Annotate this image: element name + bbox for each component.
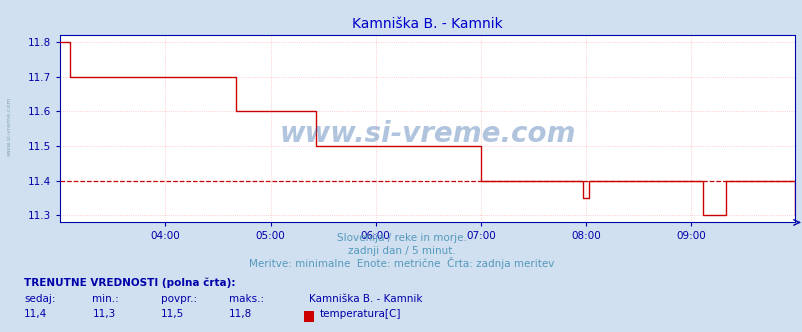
- Text: 11,5: 11,5: [160, 309, 184, 319]
- Text: Meritve: minimalne  Enote: metrične  Črta: zadnja meritev: Meritve: minimalne Enote: metrične Črta:…: [249, 257, 553, 269]
- Text: Slovenija / reke in morje.: Slovenija / reke in morje.: [336, 233, 466, 243]
- Text: temperatura[C]: temperatura[C]: [319, 309, 400, 319]
- Text: 11,8: 11,8: [229, 309, 252, 319]
- Text: povpr.:: povpr.:: [160, 294, 196, 304]
- Text: 11,3: 11,3: [92, 309, 115, 319]
- Text: zadnji dan / 5 minut.: zadnji dan / 5 minut.: [347, 246, 455, 256]
- Title: Kamniška B. - Kamnik: Kamniška B. - Kamnik: [352, 17, 502, 31]
- Text: sedaj:: sedaj:: [24, 294, 55, 304]
- Text: TRENUTNE VREDNOSTI (polna črta):: TRENUTNE VREDNOSTI (polna črta):: [24, 277, 235, 288]
- Text: maks.:: maks.:: [229, 294, 264, 304]
- Text: www.si-vreme.com: www.si-vreme.com: [6, 96, 11, 156]
- Text: www.si-vreme.com: www.si-vreme.com: [279, 120, 575, 148]
- Text: 11,4: 11,4: [24, 309, 47, 319]
- Text: Kamniška B. - Kamnik: Kamniška B. - Kamnik: [309, 294, 422, 304]
- Text: min.:: min.:: [92, 294, 119, 304]
